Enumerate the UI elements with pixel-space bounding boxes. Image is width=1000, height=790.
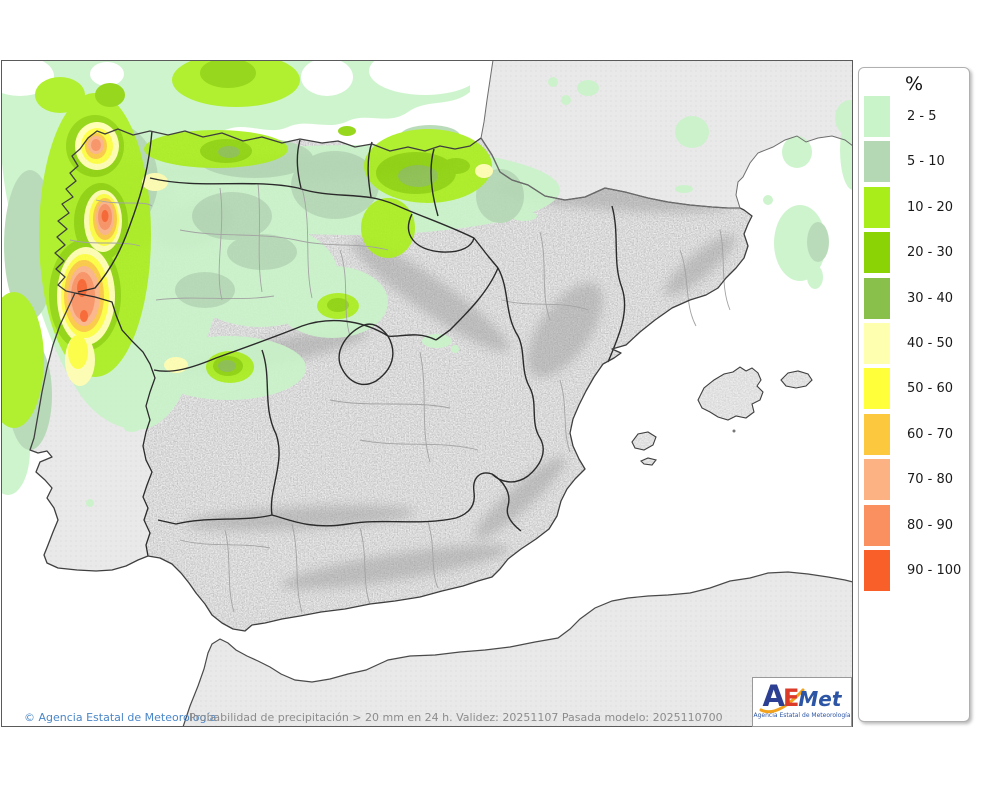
logo-swoosh-icon — [759, 688, 805, 714]
legend-label: 40 - 50 — [907, 335, 954, 351]
logo-letters-met: Met — [798, 687, 842, 711]
product-info-text: Probabilidad de precipitación > 20 mm en… — [189, 711, 723, 724]
logo-letter-a: A — [762, 679, 785, 713]
legend-label: 70 - 80 — [907, 472, 954, 488]
balearic-islands — [632, 367, 812, 465]
cabrera-island — [732, 429, 736, 433]
legend-label: 30 - 40 — [907, 290, 954, 306]
legend-swatch — [864, 413, 890, 455]
legend-row: 2 - 5 — [859, 96, 969, 137]
legend-title: % — [904, 73, 924, 95]
legend-label: 90 - 100 — [907, 562, 962, 578]
legend-label: 50 - 60 — [907, 381, 954, 397]
legend-row: 70 - 80 — [859, 459, 969, 501]
legend-swatch — [864, 549, 890, 591]
legend-swatch — [864, 141, 890, 183]
legend-swatch — [864, 277, 890, 319]
legend-swatch — [864, 322, 890, 364]
prob-layer-30-40 — [218, 146, 438, 372]
legend-swatch — [864, 504, 890, 546]
legend-row: 30 - 40 — [859, 277, 969, 319]
legend-label: 5 - 10 — [907, 154, 945, 170]
legend-row: 10 - 20 — [859, 186, 969, 228]
logo-subtitle: Agencia Estatal de Meteorología — [753, 712, 851, 719]
probability-overlay — [1, 60, 853, 507]
legend-swatch — [864, 96, 890, 137]
legend-row: 80 - 90 — [859, 504, 969, 546]
legend-swatch — [864, 368, 890, 410]
prob-layer-90-100 — [77, 210, 109, 322]
legend-row: 60 - 70 — [859, 413, 969, 455]
legend-row: 90 - 100 — [859, 549, 969, 591]
legend-swatch — [864, 232, 890, 274]
legend-swatch — [864, 186, 890, 228]
legend-label: 10 - 20 — [907, 199, 954, 215]
legend-panel: % 2 - 5 5 - 10 10 - 20 20 - 30 30 - 40 4… — [858, 67, 970, 722]
legend-label: 20 - 30 — [907, 245, 954, 261]
region-borders — [77, 130, 626, 532]
province-borders — [69, 183, 731, 613]
legend-label: 80 - 90 — [907, 517, 954, 533]
logo-letters: A E Met — [753, 678, 851, 714]
legend-row: 20 - 30 — [859, 232, 969, 274]
legend-label: 2 - 5 — [907, 109, 937, 124]
legend-row: 5 - 10 — [859, 141, 969, 183]
logo-letter-e: E — [783, 684, 799, 712]
legend-row: 40 - 50 — [859, 322, 969, 364]
map-frame — [1, 60, 853, 727]
copyright-text: © Agencia Estatal de Meteorología — [24, 711, 217, 724]
legend-label: 60 - 70 — [907, 426, 954, 442]
legend-row: 50 - 60 — [859, 368, 969, 410]
legend-swatch — [864, 459, 890, 501]
portugal-spain-border — [74, 292, 156, 557]
aemet-logo: A E Met Agencia Estatal de Meteorología — [752, 677, 852, 727]
